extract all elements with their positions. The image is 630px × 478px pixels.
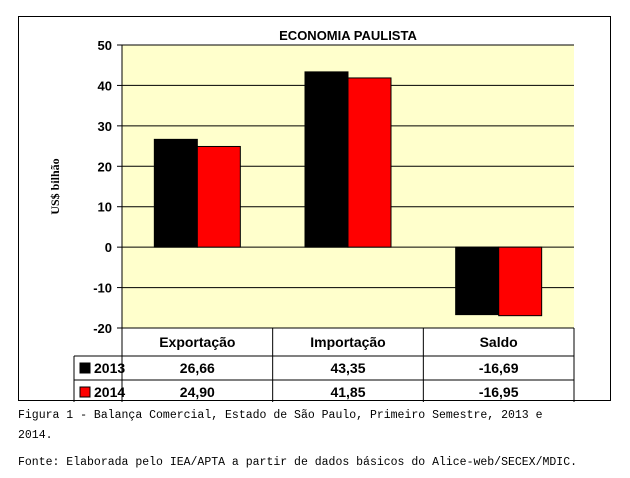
- bar-2013-1: [154, 139, 197, 247]
- data-label: 26,66: [180, 360, 215, 376]
- legend-swatch-2014: [80, 387, 90, 397]
- y-tick-label: 20: [98, 159, 112, 174]
- legend-label-2013: 2013: [94, 360, 125, 376]
- figure-caption-line-2: 2014.: [18, 429, 53, 442]
- y-tick-label: -10: [93, 281, 112, 296]
- figure-source: Fonte: Elaborada pelo IEA/APTA a partir …: [18, 456, 577, 469]
- y-tick-label: 40: [98, 78, 112, 93]
- legend-swatch-2013: [80, 363, 90, 373]
- y-tick-label: -20: [93, 321, 112, 336]
- bar-2013-3: [456, 247, 499, 314]
- y-tick-label: 30: [98, 119, 112, 134]
- bar-2014-2: [348, 78, 391, 247]
- legend-label-2014: 2014: [94, 384, 125, 400]
- bar-2014-3: [499, 247, 542, 316]
- y-tick-label: 0: [105, 240, 112, 255]
- data-label: 24,90: [180, 384, 215, 400]
- chart-frame: ECONOMIA PAULISTA 50 40 30 20 10 0 -10 -20 US$ bi…: [18, 16, 611, 401]
- x-tick-label: Exportação: [159, 334, 235, 350]
- chart: ECONOMIA PAULISTA 50 40 30 20 10 0 -10 -20 US$ bi…: [19, 17, 612, 402]
- y-tick-label: 10: [98, 200, 112, 215]
- x-tick-label: Importação: [310, 334, 385, 350]
- data-label: 41,85: [330, 384, 365, 400]
- data-label: -16,69: [479, 360, 519, 376]
- data-label: 43,35: [330, 360, 365, 376]
- chart-title: ECONOMIA PAULISTA: [279, 28, 417, 43]
- figure-caption-line-1: Figura 1 - Balança Comercial, Estado de …: [18, 409, 543, 422]
- x-tick-label: Saldo: [480, 334, 518, 350]
- y-tick-label: 50: [98, 38, 112, 53]
- data-label: -16,95: [479, 384, 519, 400]
- bar-2013-2: [305, 72, 348, 247]
- bar-2014-1: [197, 146, 240, 247]
- y-axis-label: US$ bilhão: [48, 158, 62, 214]
